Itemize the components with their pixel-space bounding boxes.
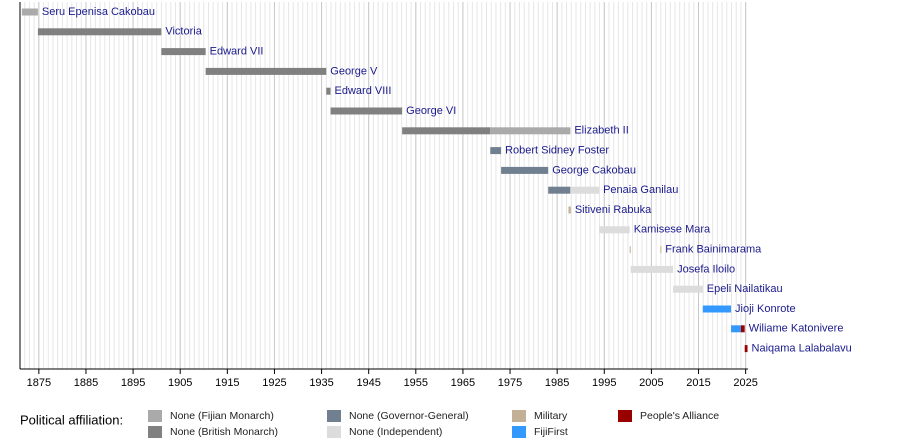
person-name: Edward VII	[210, 46, 264, 58]
x-tick-label: 1905	[168, 377, 192, 389]
person-name: Wiliame Katonivere	[749, 323, 844, 335]
tenure-bar	[629, 246, 631, 254]
legend-swatch	[148, 426, 162, 438]
person-name: Edward VIII	[335, 85, 392, 97]
tenure-bar	[161, 48, 206, 56]
legend-label: People's Alliance	[640, 410, 719, 422]
tenure-bar	[568, 206, 571, 214]
x-tick-label: 1895	[121, 377, 145, 389]
x-tick-label: 1925	[262, 377, 286, 389]
tenure-bar	[702, 305, 732, 313]
tenure-bar	[205, 67, 327, 75]
tenure-bar	[490, 147, 502, 155]
legend-swatch	[512, 426, 526, 438]
legend-label: None (Governor-General)	[349, 410, 469, 422]
tenure-bar	[501, 166, 549, 174]
x-tick-label: 1955	[404, 377, 428, 389]
tenure-bar	[490, 127, 571, 135]
legend-title: Political affiliation:	[20, 412, 123, 427]
x-tick-label: 2015	[686, 377, 710, 389]
tenure-bar	[630, 265, 674, 273]
person-name: Epeli Nailatikau	[707, 283, 783, 295]
person-name: Naiqama Lalabalavu	[752, 343, 852, 355]
tenure-bar	[660, 246, 662, 254]
x-tick-label: 1985	[545, 377, 569, 389]
person-name: Sitiveni Rabuka	[575, 204, 652, 216]
legend-label: Military	[534, 410, 568, 422]
person-name: Victoria	[165, 26, 202, 38]
legend-swatch	[148, 410, 162, 422]
person-name: George V	[330, 65, 378, 77]
x-tick-label: 1935	[309, 377, 333, 389]
legend-label: None (Fijian Monarch)	[170, 410, 274, 422]
x-tick-label: 1945	[356, 377, 380, 389]
x-tick-label: 1995	[592, 377, 616, 389]
tenure-bar	[548, 186, 571, 194]
tenure-bar	[599, 226, 630, 234]
tenure-bar	[744, 345, 748, 353]
x-tick-label: 2005	[639, 377, 663, 389]
legend-label: None (Independent)	[349, 426, 442, 438]
x-tick-label: 1875	[27, 377, 51, 389]
person-name: Frank Bainimarama	[665, 244, 762, 256]
tenure-bar	[402, 127, 491, 135]
x-tick-label: 1915	[215, 377, 239, 389]
legend-label: FijiFirst	[534, 426, 568, 438]
x-tick-label: 2025	[733, 377, 757, 389]
x-tick-label: 1975	[498, 377, 522, 389]
tenure-bar	[326, 87, 331, 95]
legend-swatch	[327, 410, 341, 422]
tenure-bar	[21, 8, 38, 16]
person-name: Seru Epenisa Cakobau	[42, 6, 155, 18]
legend-swatch	[618, 410, 632, 422]
tenure-bar	[673, 285, 703, 293]
person-name: Penaia Ganilau	[603, 184, 678, 196]
person-name: Josefa Iloilo	[677, 263, 735, 275]
tenure-bar	[37, 28, 162, 36]
person-name: Kamisese Mara	[634, 224, 711, 236]
legend-swatch	[327, 426, 341, 438]
tenure-bar	[570, 186, 600, 194]
tenure-bar	[731, 325, 741, 333]
legend-swatch	[512, 410, 526, 422]
person-name: George VI	[406, 105, 456, 117]
person-name: George Cakobau	[552, 164, 636, 176]
tenure-bar	[740, 325, 745, 333]
person-name: Robert Sidney Foster	[505, 145, 609, 157]
tenure-bar	[330, 107, 403, 115]
x-tick-label: 1965	[451, 377, 475, 389]
person-name: Jioji Konrote	[735, 303, 796, 315]
x-tick-label: 1885	[74, 377, 98, 389]
legend-label: None (British Monarch)	[170, 426, 278, 438]
person-name: Elizabeth II	[574, 125, 628, 137]
